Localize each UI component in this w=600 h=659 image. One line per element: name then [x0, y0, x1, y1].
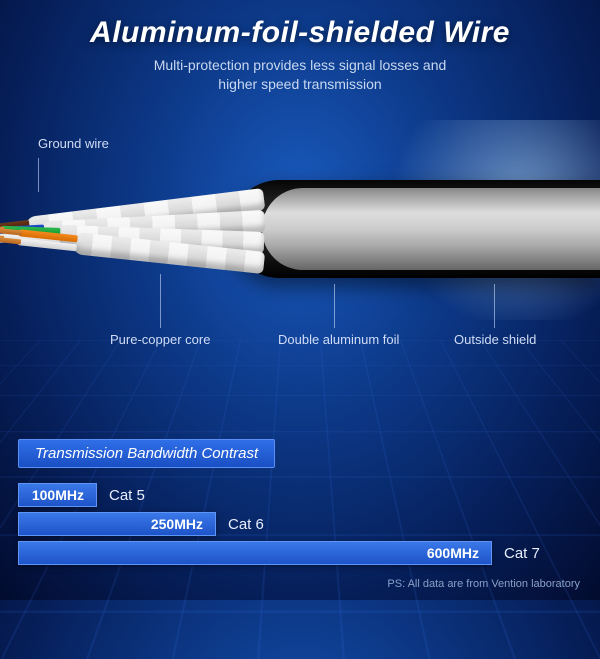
bandwidth-chart: Transmission Bandwidth Contrast 100MHz Ca…	[18, 439, 582, 570]
bar: 600MHz	[18, 541, 492, 565]
callout-double-foil: Double aluminum foil	[278, 332, 399, 347]
page-subtitle: Multi-protection provides less signal lo…	[0, 56, 600, 94]
page-title: Aluminum-foil-shielded Wire	[0, 0, 600, 50]
footnote: PS: All data are from Vention laboratory	[387, 578, 580, 590]
bar-row: 100MHz Cat 5	[18, 483, 582, 507]
bar: 250MHz	[18, 512, 216, 536]
callout-pure-copper-label: Pure-copper core	[110, 332, 210, 347]
cable-illustration: Ground wire Pure-copper core Double alum…	[0, 140, 600, 360]
callout-pure-copper: Pure-copper core	[110, 332, 210, 347]
callout-double-foil-label: Double aluminum foil	[278, 332, 399, 347]
bar: 100MHz	[18, 483, 97, 507]
subtitle-line-1: Multi-protection provides less signal lo…	[154, 57, 447, 73]
bar-row: 250MHz Cat 6	[18, 512, 582, 536]
bar-label: Cat 7	[504, 545, 540, 562]
bar-label: Cat 5	[109, 487, 145, 504]
subtitle-line-2: higher speed transmission	[218, 76, 381, 92]
aluminum-foil-layer	[262, 188, 600, 270]
chart-bars: 100MHz Cat 5 250MHz Cat 6 600MHz Cat 7	[18, 483, 582, 565]
bar-label: Cat 6	[228, 516, 264, 533]
bar-row: 600MHz Cat 7	[18, 541, 582, 565]
callout-outside-shield: Outside shield	[454, 332, 536, 347]
callout-ground-wire: Ground wire	[38, 136, 109, 151]
chart-title: Transmission Bandwidth Contrast	[18, 439, 275, 468]
callout-outside-shield-label: Outside shield	[454, 332, 536, 347]
callout-ground-wire-label: Ground wire	[38, 136, 109, 151]
